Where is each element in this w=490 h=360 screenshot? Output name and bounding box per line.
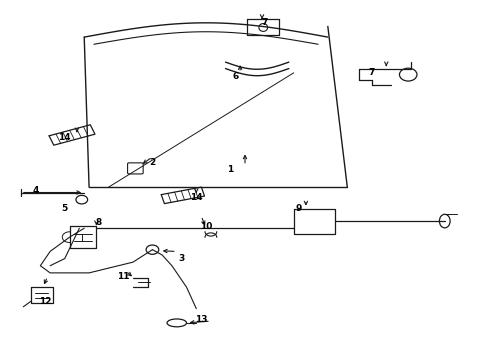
Text: 9: 9	[295, 204, 302, 213]
Text: 5: 5	[62, 204, 68, 213]
Text: 6: 6	[232, 72, 238, 81]
Text: 1: 1	[227, 165, 234, 174]
Text: 14: 14	[58, 132, 71, 141]
Text: 13: 13	[195, 315, 207, 324]
Text: 12: 12	[39, 297, 51, 306]
Text: 2: 2	[149, 158, 155, 167]
Text: 10: 10	[200, 222, 212, 231]
Text: 4: 4	[32, 186, 39, 195]
Text: 8: 8	[96, 219, 102, 228]
Text: 3: 3	[178, 254, 185, 263]
Text: 7: 7	[261, 18, 268, 27]
Text: 14: 14	[190, 193, 202, 202]
Text: 7: 7	[368, 68, 375, 77]
Text: 11: 11	[117, 272, 129, 281]
